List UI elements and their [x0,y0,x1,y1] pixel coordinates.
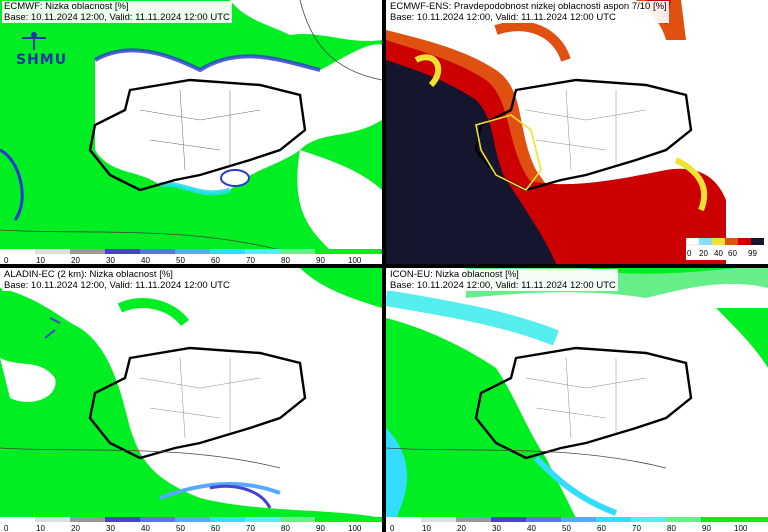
legend-tick: 90 [316,524,325,532]
legend-tick: 80 [281,256,290,264]
legend-tick: 60 [211,524,220,532]
panel-header: ALADIN-EC (2 km): Nizka oblacnost [%] Ba… [2,269,232,291]
legend-tick: 100 [734,524,748,532]
legend-tick: 80 [281,524,290,532]
legend-tick: 50 [562,524,571,532]
legend-tick: 90 [316,256,325,264]
legend-tick: 0 [4,256,9,264]
legend-tick: 70 [246,256,255,264]
panel-subtitle: Base: 10.11.2024 12:00, Valid: 11.11.202… [4,280,230,291]
legend-tick: 60 [211,256,220,264]
legend-tick: 60 [728,249,737,258]
legend-tick: 100 [348,256,362,264]
legend-tick: 70 [632,524,641,532]
legend-tick: 80 [667,524,676,532]
legend-tick: 30 [106,256,115,264]
panel-icon-eu: ICON-EU: Nizka oblacnost [%] Base: 10.11… [386,268,768,532]
panel-title: ALADIN-EC (2 km): Nizka oblacnost [%] [4,269,173,280]
color-legend: 0 10 20 30 40 50 60 70 80 90 100 [386,517,768,532]
panel-aladin-ec: ALADIN-EC (2 km): Nizka oblacnost [%] Ba… [0,268,382,532]
color-legend: 0 10 20 30 40 50 60 70 80 90 100 [0,517,382,532]
legend-tick: 100 [348,524,362,532]
panel-header: ECMWF-ENS: Pravdepodobnost nizkej oblacn… [388,1,669,23]
legend-tick: 40 [527,524,536,532]
legend-tick: 70 [246,524,255,532]
legend-tick: 20 [457,524,466,532]
legend-tick: 10 [422,524,431,532]
legend-tick: 99 [748,249,757,258]
probability-map-ecmwf-ens [386,0,768,264]
panel-header: ICON-EU: Nizka oblacnost [%] Base: 10.11… [388,269,618,291]
logo-text: SHMU [16,52,68,68]
legend-bar: 0 10 20 30 40 50 60 70 80 90 100 [386,517,768,532]
cloud-map-aladin-ec [0,268,382,518]
legend-tick: 0 [390,524,395,532]
panel-title: ICON-EU: Nizka oblacnost [%] [390,269,519,280]
legend-tick: 0 [4,524,9,532]
legend-tick: 20 [71,256,80,264]
panel-header: ECMWF: Nizka oblacnost [%] Base: 10.11.2… [2,1,232,23]
legend-tick: 10 [36,524,45,532]
color-legend: 0 20 40 60 99 [685,237,764,260]
shmu-logo-icon [22,32,46,50]
legend-tick: 60 [597,524,606,532]
legend-tick: 10 [36,256,45,264]
legend-tick: 20 [71,524,80,532]
legend-tick: 50 [176,256,185,264]
legend-tick: 40 [141,524,150,532]
legend-tick: 0 [687,249,692,258]
panel-ecmwf-ens: ECMWF-ENS: Pravdepodobnost nizkej oblacn… [386,0,768,264]
panel-title: ECMWF: Nizka oblacnost [%] [4,1,129,12]
legend-bar: 0 10 20 30 40 50 60 70 80 90 100 [0,517,382,532]
panel-subtitle: Base: 10.11.2024 12:00, Valid: 11.11.202… [390,12,616,23]
panel-subtitle: Base: 10.11.2024 12:00, Valid: 11.11.202… [4,12,230,23]
panel-title: ECMWF-ENS: Pravdepodobnost nizkej oblacn… [390,1,667,12]
legend-bar: 0 10 20 30 40 50 60 70 80 90 100 [0,249,382,264]
panel-ecmwf: ECMWF: Nizka oblacnost [%] Base: 10.11.2… [0,0,382,264]
panel-subtitle: Base: 10.11.2024 12:00, Valid: 11.11.202… [390,280,616,291]
color-legend: 0 10 20 30 40 50 60 70 80 90 100 [0,249,382,264]
legend-tick: 30 [106,524,115,532]
legend-tick: 90 [702,524,711,532]
legend-tick: 20 [699,249,708,258]
legend-tick: 40 [714,249,723,258]
legend-tick: 30 [492,524,501,532]
cloud-map-icon-eu [386,268,768,518]
cloud-map-ecmwf [0,0,382,251]
legend-tick: 50 [176,524,185,532]
legend-bar: 0 20 40 60 99 [685,237,764,258]
legend-tick: 40 [141,256,150,264]
